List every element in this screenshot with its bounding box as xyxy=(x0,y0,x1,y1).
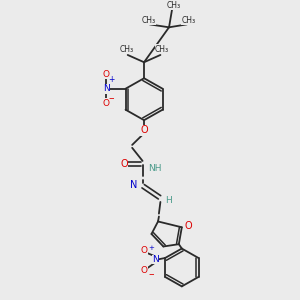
Text: +: + xyxy=(148,245,154,251)
Text: N: N xyxy=(130,180,137,190)
Text: N: N xyxy=(152,255,159,264)
Text: O: O xyxy=(141,266,148,275)
Text: N: N xyxy=(103,84,110,93)
Text: NH: NH xyxy=(148,164,161,173)
Text: CH₃: CH₃ xyxy=(181,16,195,25)
Text: CH₃: CH₃ xyxy=(155,45,169,54)
Text: –: – xyxy=(148,269,154,279)
Text: O: O xyxy=(141,246,148,255)
Text: –: – xyxy=(109,93,114,103)
Text: CH₃: CH₃ xyxy=(141,16,155,25)
Text: O: O xyxy=(184,221,192,231)
Text: O: O xyxy=(103,99,110,108)
Text: +: + xyxy=(108,76,115,85)
Text: O: O xyxy=(140,125,148,135)
Text: CH₃: CH₃ xyxy=(119,45,133,54)
Text: H: H xyxy=(165,196,172,205)
Text: CH₃: CH₃ xyxy=(167,1,181,10)
Text: O: O xyxy=(120,159,128,169)
Text: O: O xyxy=(103,70,110,79)
